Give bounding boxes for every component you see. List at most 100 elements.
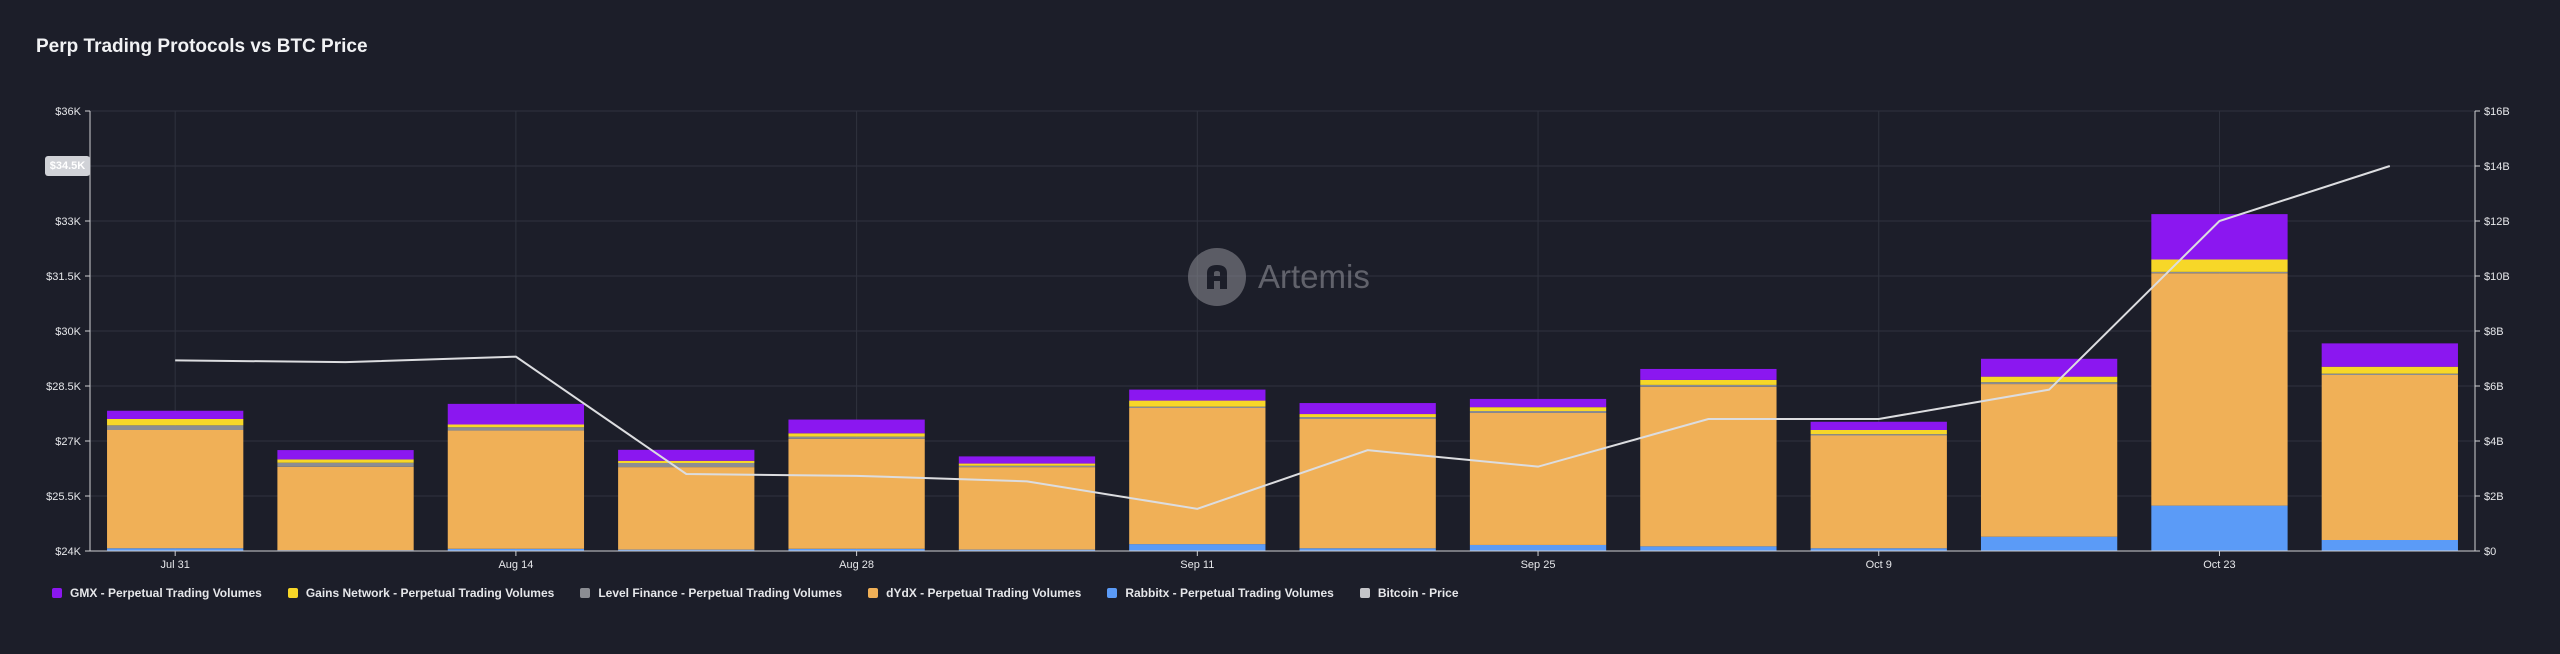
bar-segment[interactable] [1980,358,2118,377]
x-tick-label: Sep 11 [1180,559,1214,571]
bar-segment[interactable] [1299,548,1436,551]
legend-item-bitcoin[interactable]: Bitcoin - Price [1359,586,1459,600]
x-tick-label: Oct 9 [1866,559,1892,571]
bar-segment[interactable] [1299,414,1436,418]
bar-segment[interactable] [1469,407,1607,412]
bar-segment[interactable] [107,430,244,549]
price-badge: $34.5K [45,156,90,176]
bar-segment[interactable] [2321,373,2458,375]
bar-segment[interactable] [1129,389,1266,401]
bar-segment[interactable] [2321,540,2458,551]
right-tick-label: $10B [2484,271,2510,283]
bar-segment[interactable] [1810,430,1947,435]
bar-segment[interactable] [1299,419,1436,549]
bar-segment[interactable] [447,403,585,425]
bar-segment[interactable] [107,548,244,551]
bar-segment[interactable] [2151,271,2288,274]
bar-segment[interactable] [277,462,414,467]
bar-segment[interactable] [618,549,755,551]
legend-label: Level Finance - Perpetual Trading Volume… [598,586,843,600]
bar-segment[interactable] [1980,376,2118,383]
bar-segment[interactable] [107,425,244,430]
legend-label: GMX - Perpetual Trading Volumes [70,586,262,600]
bar-segment[interactable] [1129,544,1266,551]
bar-segment[interactable] [2321,366,2458,374]
bar-segment[interactable] [447,424,585,428]
bar-segment[interactable] [958,549,1096,551]
bar-segment[interactable] [107,419,244,426]
bar-segment[interactable] [2321,343,2458,367]
legend-label: Bitcoin - Price [1377,586,1459,600]
bar-segment[interactable] [788,438,925,549]
right-tick-label: $14B [2484,161,2510,173]
left-tick-label: $30K [55,326,81,338]
bar-segment[interactable] [958,465,1096,468]
bar-segment[interactable] [618,467,755,550]
legend-swatch [580,588,591,598]
bar-segment[interactable] [618,449,755,461]
bar-segment[interactable] [788,548,925,551]
legend-item-gmx[interactable]: GMX - Perpetual Trading Volumes [52,586,262,600]
bar-segment[interactable] [1980,382,2118,385]
bar-segment[interactable] [277,459,414,463]
legend-swatch [1359,588,1370,598]
bar-segment[interactable] [1810,434,1947,436]
bar-segment[interactable] [2321,375,2458,540]
bar-segment[interactable] [1469,412,1607,545]
x-tick-label: Aug 28 [839,559,874,571]
artemis-logo-icon [1188,248,1246,306]
bar-segment[interactable] [2151,273,2288,506]
bar-segment[interactable] [1810,548,1947,551]
bar-segment[interactable] [1810,421,1947,430]
legend: GMX - Perpetual Trading Volumes Gains Ne… [52,586,1459,600]
bar-segment[interactable] [107,410,244,419]
bar-segment[interactable] [958,456,1096,464]
left-tick-label: $27K [55,436,81,448]
left-tick-label: $25.5K [46,491,82,503]
bar-segment[interactable] [1980,384,2118,537]
bar-segment[interactable] [788,433,925,437]
bar-segment[interactable] [1469,544,1607,551]
bar-segment[interactable] [1980,536,2118,551]
bar-segment[interactable] [1810,435,1947,549]
bar-segment[interactable] [1129,400,1266,407]
right-tick-label: $0 [2484,546,2496,558]
chart-title: Perp Trading Protocols vs BTC Price [36,36,368,57]
bar-segment[interactable] [788,419,925,434]
legend-item-gains[interactable]: Gains Network - Perpetual Trading Volume… [287,586,554,600]
bar-segment[interactable] [1299,403,1436,415]
bar-segment[interactable] [447,427,585,431]
right-tick-label: $6B [2484,381,2504,393]
bar-segment[interactable] [1469,398,1607,408]
legend-item-level[interactable]: Level Finance - Perpetual Trading Volume… [580,586,842,600]
bar-segment[interactable] [1129,406,1266,408]
bar-segment[interactable] [1640,368,1777,380]
bar-segment[interactable] [1640,384,1777,387]
bar-segment[interactable] [2151,259,2288,272]
btc-price-line [175,165,2391,510]
bar-segment[interactable] [447,548,585,551]
x-tick-label: Aug 14 [498,559,533,571]
bar-segment[interactable] [1640,546,1777,551]
bar-segment[interactable] [1129,408,1266,545]
bar-segment[interactable] [277,450,414,460]
bar-segment[interactable] [1640,379,1777,385]
bar-segment[interactable] [1640,386,1777,547]
x-tick-label: Sep 25 [1521,559,1556,571]
bar-layer[interactable] [107,214,2458,551]
left-tick-label: $24K [55,546,81,558]
legend-label: Rabbitx - Perpetual Trading Volumes [1125,586,1334,600]
bar-segment[interactable] [447,430,585,549]
legend-item-dydx[interactable]: dYdX - Perpetual Trading Volumes [868,586,1081,600]
watermark-text: Artemis [1258,258,1370,295]
bar-segment[interactable] [958,463,1096,466]
bar-segment[interactable] [2151,505,2288,551]
bar-segment[interactable] [1469,411,1607,413]
bar-segment[interactable] [618,463,755,468]
bar-segment[interactable] [618,460,755,463]
bar-segment[interactable] [1299,417,1436,419]
legend-item-rabbitx[interactable]: Rabbitx - Perpetual Trading Volumes [1107,586,1334,600]
bar-segment[interactable] [788,436,925,439]
bar-segment[interactable] [277,466,414,551]
